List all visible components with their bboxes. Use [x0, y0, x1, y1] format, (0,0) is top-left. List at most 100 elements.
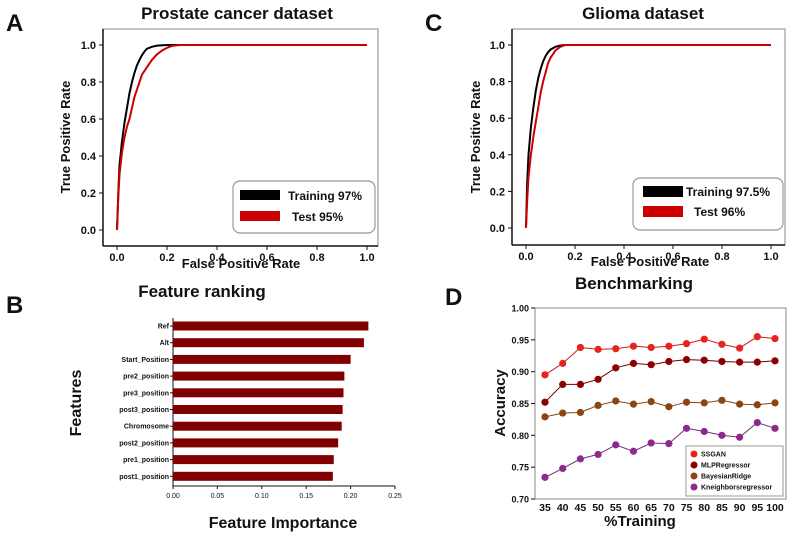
feature-bar: [173, 388, 344, 398]
series-point: [612, 397, 620, 405]
x-tick-label: 35: [539, 502, 551, 514]
series-point: [541, 398, 549, 406]
legend-marker-bayesian: [690, 472, 698, 480]
benchmarking-chart: Benchmarking 0.70 0.75 0.80 0.85 0.90 0.95 1.0…: [492, 274, 787, 530]
feature-label: post1_position: [119, 474, 169, 481]
series-point: [718, 357, 726, 366]
legend-glioma: Training 97.5% Test 96%: [632, 177, 784, 231]
feature-label: post3_position: [119, 407, 169, 414]
series-point: [700, 335, 708, 343]
series-point: [576, 408, 584, 417]
legend-label-training: Training 97%: [288, 189, 362, 203]
y-tick-label: 0.85: [511, 399, 529, 409]
series-point: [629, 400, 638, 408]
x-tick-label: 0.6: [259, 252, 274, 264]
feature-bar: [173, 455, 334, 465]
feature-bar: [173, 438, 339, 448]
feature-label: Alt: [160, 340, 170, 347]
series-point: [771, 357, 779, 365]
series-point: [576, 380, 584, 388]
x-tick-label: 0.10: [255, 493, 269, 500]
series-point: [736, 344, 744, 352]
feature-bars: Ref Alt Start_Position pre2_position pre3_po…: [119, 321, 402, 500]
feature-bar: [173, 338, 364, 348]
series-point: [559, 464, 567, 473]
x-tick-label: 0.0: [518, 251, 533, 263]
x-tick-label: 60: [628, 502, 640, 514]
y-tick-label: 0.4: [490, 150, 506, 162]
series-point: [682, 398, 691, 406]
series-point: [700, 427, 708, 436]
x-tick-label: 0.4: [616, 251, 632, 263]
x-tick-label: 0.6: [665, 251, 680, 263]
legend-swatch-training: [240, 190, 280, 200]
feature-bar: [173, 354, 351, 364]
series-point: [753, 401, 761, 409]
y-tick-label: 0.2: [81, 188, 96, 200]
y-tick-label: 0.70: [511, 495, 529, 505]
y-tick-label: 0.8: [490, 77, 505, 89]
series-point: [771, 399, 779, 407]
x-tick-label: 0.2: [567, 251, 582, 263]
series-line: [544, 359, 776, 403]
series-point: [647, 397, 655, 406]
series-point: [665, 357, 673, 366]
feature-bar: [173, 321, 369, 331]
x-tick-label: 0.0: [109, 252, 124, 264]
series-point: [682, 424, 691, 432]
legend-marker-ssgan: [690, 450, 698, 458]
x-tick-label: 0.4: [209, 252, 225, 264]
series-point: [771, 334, 779, 343]
x-tick-label: 0.00: [166, 493, 180, 500]
roc-curves-glioma: [525, 44, 771, 229]
series-point: [700, 399, 708, 407]
series-point: [559, 409, 567, 417]
legend-box-benchmarking: [685, 445, 784, 497]
x-tick-label: 0.25: [388, 493, 402, 500]
x-tick-label: 90: [734, 502, 746, 514]
chart-title-prostate: Prostate cancer dataset: [141, 4, 333, 23]
roc-curve-training: [116, 44, 367, 231]
series-point: [594, 401, 602, 410]
x-tick-label: 40: [557, 502, 569, 514]
y-axis-label-glioma: True Positive Rate: [468, 81, 483, 194]
series-point: [594, 450, 602, 459]
series-point: [736, 400, 744, 408]
series-point: [559, 380, 567, 388]
chart-title-benchmarking: Benchmarking: [575, 274, 693, 293]
series-point: [665, 342, 673, 350]
y-tick-label: 0.95: [511, 335, 529, 345]
y-axis-label-accuracy: Accuracy: [492, 369, 509, 437]
series-point: [647, 361, 655, 369]
series-line: [544, 336, 776, 376]
legend-swatch-test: [240, 211, 280, 221]
roc-curves-prostate: [116, 44, 367, 231]
series-point: [629, 342, 638, 350]
x-tick-label: 85: [716, 502, 728, 514]
feature-label: pre1_position: [123, 457, 169, 464]
x-tick-label: 0.20: [344, 493, 358, 500]
series-point: [541, 371, 549, 379]
x-tick-label: 0.8: [714, 251, 729, 263]
legend-marker-kneighbors: [690, 483, 698, 491]
series-point: [718, 340, 726, 348]
series-point: [665, 403, 673, 411]
legend-label-training-glioma: Training 97.5%: [686, 185, 770, 199]
series-point: [753, 419, 761, 427]
legend-swatch-test-glioma: [643, 206, 683, 217]
series-point: [736, 433, 744, 441]
y-tick-label: 0.90: [511, 367, 529, 377]
x-tick-label: 45: [575, 502, 587, 514]
legend-swatch-training-glioma: [643, 186, 683, 197]
feature-label: pre3_position: [123, 390, 169, 397]
panel-letter-b: B: [6, 292, 23, 319]
series-point: [647, 343, 655, 352]
y-tick-label: 1.0: [81, 40, 96, 52]
legend-label-test: Test 95%: [292, 210, 343, 224]
series-point: [541, 473, 549, 481]
x-tick-label: 0.15: [299, 493, 313, 500]
roc-curve-test: [525, 44, 771, 229]
chart-title-feature-ranking: Feature ranking: [138, 282, 266, 301]
series-point: [753, 358, 761, 366]
